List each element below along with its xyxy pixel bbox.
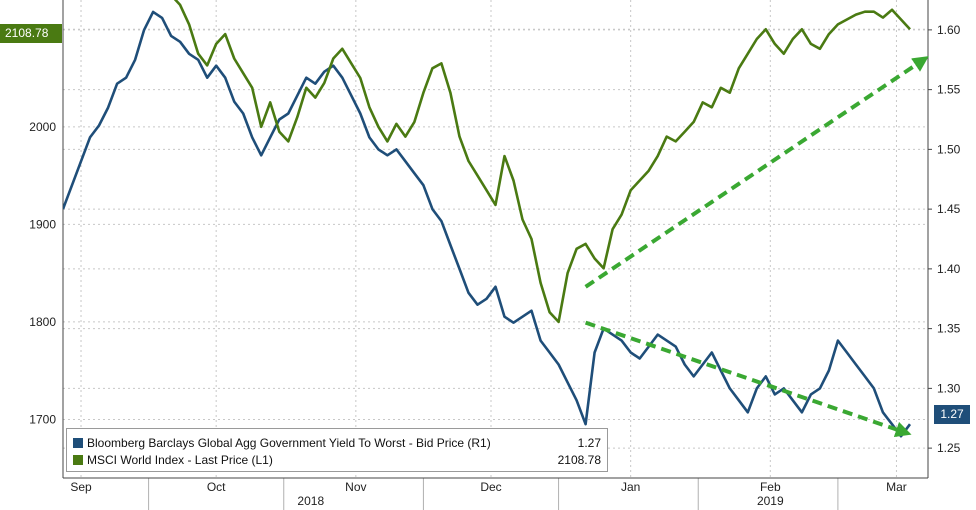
year-label: 2019 (757, 494, 784, 508)
trend-arrows (584, 56, 929, 438)
trend-arrow-down (584, 320, 912, 438)
legend-swatch-yield (73, 438, 83, 448)
legend-value-msci: 2108.78 (557, 453, 601, 467)
x-tick-label: Sep (70, 480, 92, 494)
x-tick-label: Nov (345, 480, 366, 494)
right-tick-label: 1.25 (937, 441, 961, 455)
legend-label-yield: Bloomberg Barclays Global Agg Government… (87, 436, 491, 450)
x-tick-label: Oct (207, 480, 226, 494)
legend-value-yield: 1.27 (577, 436, 601, 450)
legend-item-yield: Bloomberg Barclays Global Agg Government… (73, 435, 601, 451)
right-tick-label: 1.55 (937, 83, 961, 97)
legend-swatch-msci (73, 455, 83, 465)
right-tick-label: 1.50 (937, 142, 961, 156)
left-tick-label: 1700 (29, 412, 56, 426)
left-value-tag: 2108.78 (0, 24, 62, 43)
series-layer (63, 0, 912, 438)
right-tick-label: 1.30 (937, 381, 961, 395)
right-tick-label: 1.40 (937, 262, 961, 276)
series-line-msci (173, 0, 911, 324)
left-tick-label: 1800 (29, 315, 56, 329)
legend-item-msci: MSCI World Index - Last Price (L1) 2108.… (73, 452, 601, 468)
series-line-yield (63, 10, 912, 438)
x-tick-label: Jan (621, 480, 640, 494)
right-tick-label: 1.60 (937, 23, 961, 37)
trend-arrow-up (584, 56, 929, 289)
legend: Bloomberg Barclays Global Agg Government… (66, 428, 608, 472)
year-label: 2018 (297, 494, 324, 508)
left-tick-label: 1900 (29, 217, 56, 231)
right-tick-label: 1.45 (937, 202, 961, 216)
right-value-tag: 1.27 (934, 405, 970, 424)
legend-label-msci: MSCI World Index - Last Price (L1) (87, 453, 273, 467)
x-tick-label: Mar (886, 480, 907, 494)
right-tick-label: 1.35 (937, 322, 961, 336)
x-tick-label: Feb (760, 480, 781, 494)
left-tick-label: 2000 (29, 120, 56, 134)
x-tick-label: Dec (480, 480, 501, 494)
